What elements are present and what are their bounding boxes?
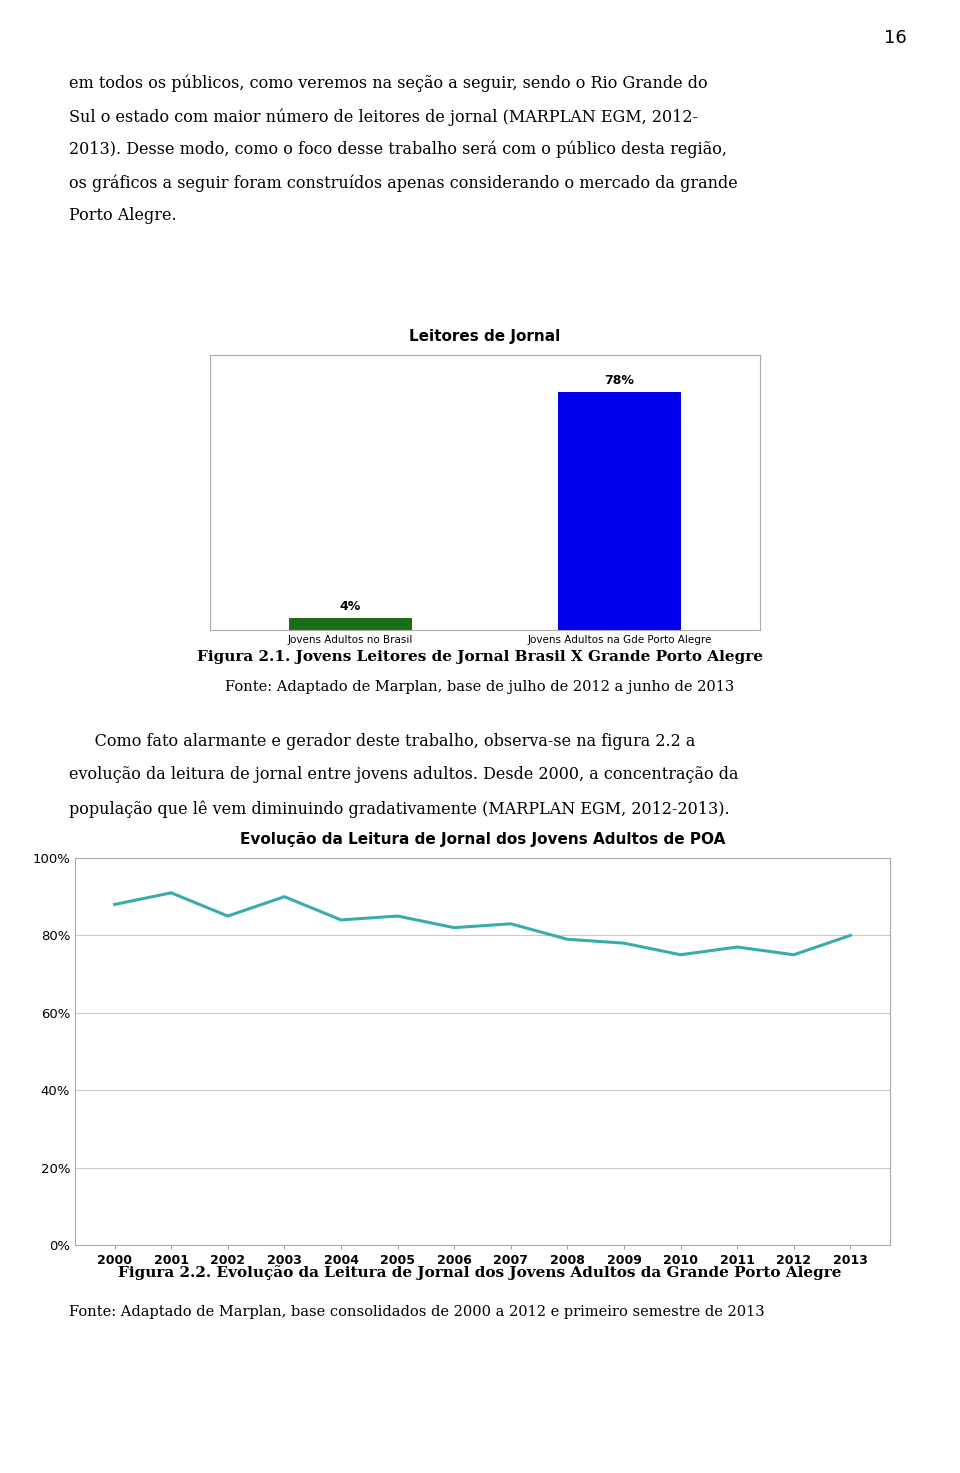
Text: Fonte: Adaptado de Marplan, base consolidados de 2000 a 2012 e primeiro semestre: Fonte: Adaptado de Marplan, base consoli…: [69, 1305, 765, 1318]
Text: Como fato alarmante e gerador deste trabalho, observa-se na figura 2.2 a: Como fato alarmante e gerador deste trab…: [69, 734, 695, 750]
Bar: [290, 617, 412, 630]
Text: 4%: 4%: [340, 600, 361, 613]
Text: 78%: 78%: [605, 374, 635, 387]
Title: Leitores de Jornal: Leitores de Jornal: [409, 328, 561, 345]
Text: Fonte: Adaptado de Marplan, base de julho de 2012 a junho de 2013: Fonte: Adaptado de Marplan, base de julh…: [226, 681, 734, 694]
Text: Figura 2.2. Evolução da Leitura de Jornal dos Jovens Adultos da Grande Porto Ale: Figura 2.2. Evolução da Leitura de Jorna…: [118, 1265, 842, 1280]
Text: em todos os públicos, como veremos na seção a seguir, sendo o Rio Grande do: em todos os públicos, como veremos na se…: [69, 75, 708, 93]
Text: população que lê vem diminuindo gradativamente (MARPLAN EGM, 2012-2013).: população que lê vem diminuindo gradativ…: [69, 800, 730, 818]
Text: Figura 2.1. Jovens Leitores de Jornal Brasil X Grande Porto Alegre: Figura 2.1. Jovens Leitores de Jornal Br…: [197, 650, 763, 664]
Text: Porto Alegre.: Porto Alegre.: [69, 208, 177, 224]
Text: 16: 16: [884, 29, 907, 47]
Text: Sul o estado com maior número de leitores de jornal (MARPLAN EGM, 2012-: Sul o estado com maior número de leitore…: [69, 108, 698, 125]
Text: 2013). Desse modo, como o foco desse trabalho será com o público desta região,: 2013). Desse modo, como o foco desse tra…: [69, 141, 727, 159]
Text: evolução da leitura de jornal entre jovens adultos. Desde 2000, a concentração d: evolução da leitura de jornal entre jove…: [69, 766, 738, 784]
Title: Evolução da Leitura de Jornal dos Jovens Adultos de POA: Evolução da Leitura de Jornal dos Jovens…: [240, 832, 725, 847]
Text: os gráficos a seguir foram construídos apenas considerando o mercado da grande: os gráficos a seguir foram construídos a…: [69, 174, 738, 191]
Bar: [559, 392, 681, 630]
